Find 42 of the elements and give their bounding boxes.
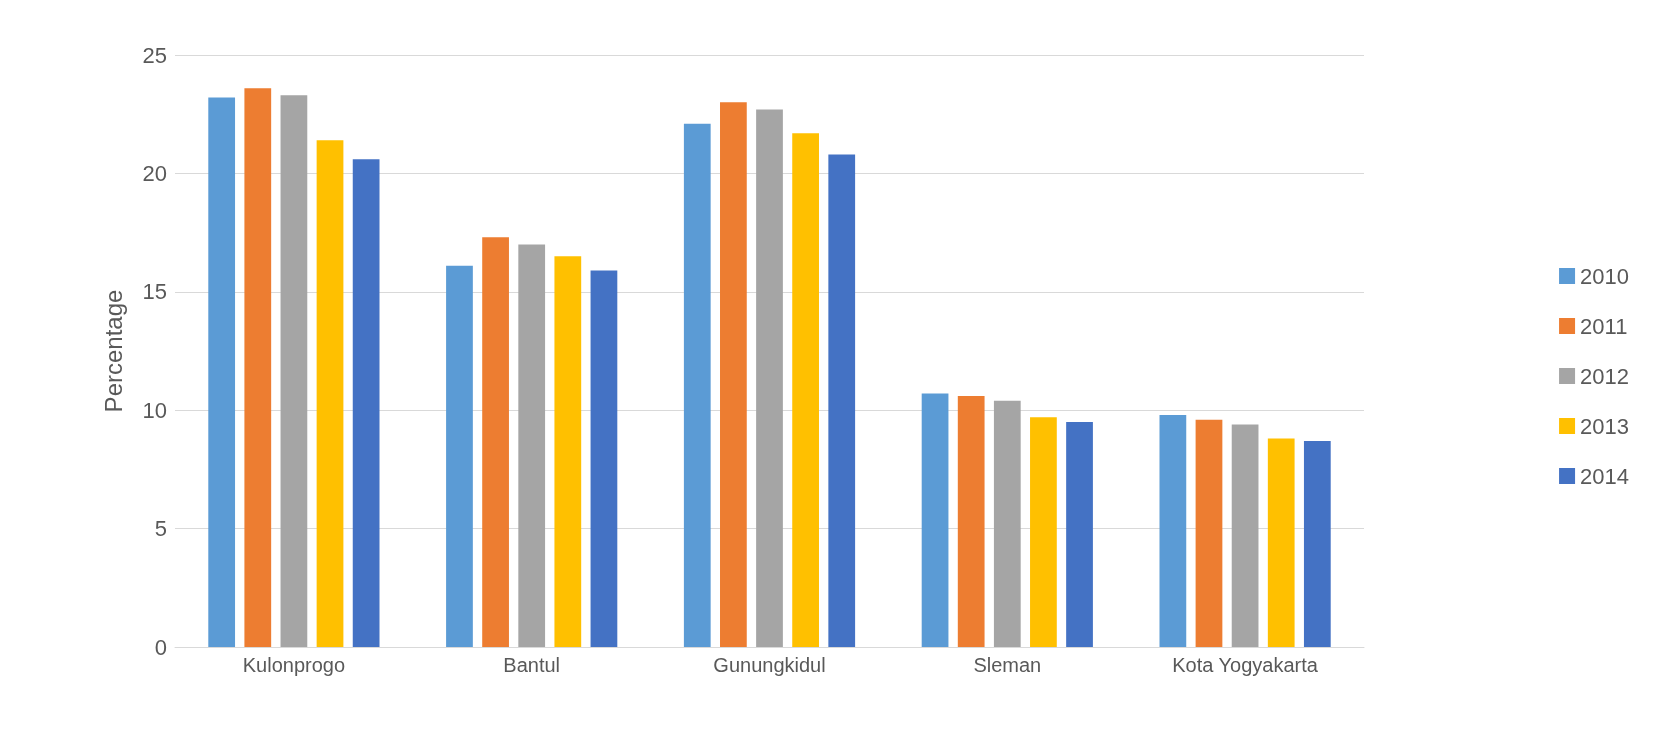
legend-label: 2013 xyxy=(1580,413,1630,439)
y-tick-label: 5 xyxy=(154,516,167,542)
bar xyxy=(756,109,783,647)
bar xyxy=(590,270,618,647)
bar xyxy=(1303,440,1331,647)
bar xyxy=(1195,419,1223,647)
legend-label: 2014 xyxy=(1580,463,1630,489)
bar xyxy=(208,97,236,647)
bar xyxy=(1267,438,1295,647)
bar xyxy=(683,123,711,647)
bar xyxy=(244,88,272,647)
x-tick-label: Bantul xyxy=(503,654,561,676)
bar xyxy=(1030,417,1057,647)
y-tick-label: 25 xyxy=(142,42,167,68)
bar xyxy=(1231,424,1259,647)
x-tick-label: Sleman xyxy=(973,654,1042,676)
x-tick-label: Gunungkidul xyxy=(713,654,826,676)
bar xyxy=(352,159,380,647)
bar xyxy=(482,237,509,647)
y-tick-label: 0 xyxy=(154,634,167,660)
bar xyxy=(792,133,819,647)
bar xyxy=(280,95,308,647)
bar xyxy=(957,395,985,647)
bar xyxy=(993,400,1021,647)
bar xyxy=(1159,414,1187,647)
bar xyxy=(921,393,949,647)
bar xyxy=(1066,422,1093,647)
x-tick-label: Kota Yogyakarta xyxy=(1172,654,1319,676)
bar xyxy=(316,140,344,647)
bar xyxy=(720,102,747,647)
bar xyxy=(828,154,856,647)
bar xyxy=(554,256,582,647)
legend-label: 2012 xyxy=(1580,363,1630,389)
bar xyxy=(446,265,473,647)
legend-label: 2011 xyxy=(1580,313,1628,339)
y-tick-label: 10 xyxy=(142,397,167,423)
x-tick-label: Kulonprogo xyxy=(242,654,346,676)
bar xyxy=(518,244,546,647)
y-tick-label: 15 xyxy=(142,279,167,305)
y-tick-label: 20 xyxy=(142,160,167,186)
y-axis-title: Percentage xyxy=(99,289,127,413)
legend-label: 2010 xyxy=(1580,263,1630,289)
